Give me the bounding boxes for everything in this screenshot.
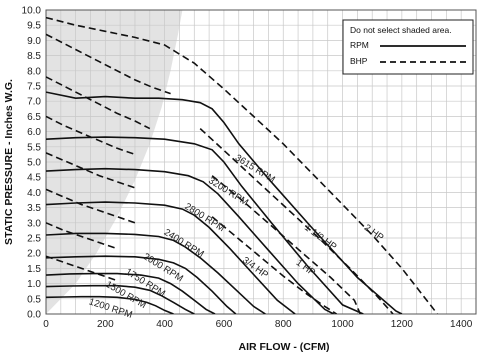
x-tick-label: 600 [216,319,233,330]
y-tick-label: 5.0 [27,158,41,169]
legend-label-rpm: RPM [350,40,369,50]
bhp-curve [46,16,439,314]
rpm-curve [46,136,364,314]
bhp-curve [211,216,338,314]
rpm-curve [46,272,216,314]
x-axis-title: AIR FLOW - (CFM) [239,341,330,353]
legend: Do not select shaded area. RPM BHP [342,19,474,75]
bhp-curve [46,188,136,224]
x-tick-label: 400 [156,319,173,330]
bhp-curve [211,175,362,314]
curve-label: 3200 RPM [206,175,250,208]
plot-frame [45,9,477,315]
rpm-curve [46,255,237,314]
curve-label: 1 HP [294,257,318,278]
x-tick-label: 1200 [391,319,414,330]
y-tick-label: 6.5 [27,112,41,123]
legend-box [342,19,474,75]
y-axis-title: STATIC PRESSURE - Inches W.G. [3,79,15,245]
y-tick-label: 7.0 [27,97,41,108]
y-tick-label: 1.5 [27,264,41,275]
x-tick-label: 1000 [331,319,354,330]
y-tick-label: 8.5 [27,51,41,62]
rpm-curve [46,167,335,314]
bhp-curve [46,222,118,250]
y-tick-label: 2.0 [27,249,41,260]
y-tick-label: 3.0 [27,218,41,229]
x-tick-label: 1400 [450,319,473,330]
y-tick-label: 1.0 [27,279,41,290]
legend-label-bhp: BHP [350,56,368,66]
y-tick-label: 4.5 [27,173,41,184]
curve-label: 1 1/2 HP [302,222,338,253]
y-tick-label: 8.0 [27,66,41,77]
legend-note: Do not select shaded area. [350,25,452,35]
bhp-curve [46,255,118,282]
y-tick-label: 0.5 [27,294,41,305]
y-tick-label: 4.0 [27,188,41,199]
curve-label: 3615 RPM [233,152,277,185]
curve-label: 2400 RPM [162,227,206,260]
bhp-curve [46,33,171,95]
rpm-curve [46,295,174,314]
curve-label: 2800 RPM [183,201,227,234]
x-tick-label: 0 [43,319,49,330]
y-tick-label: 9.5 [27,21,41,32]
rpm-curve [46,201,296,314]
bhp-curve [46,76,151,130]
curve-label: 2 HP [362,222,386,243]
y-tick-label: 5.5 [27,142,41,153]
y-tick-label: 6.0 [27,127,41,138]
y-tick-label: 10.0 [22,6,42,17]
y-tick-label: 0.0 [27,310,41,321]
x-tick-label: 200 [97,319,114,330]
bhp-curve [46,152,136,189]
x-tick-label: 800 [275,319,292,330]
y-tick-label: 2.5 [27,234,41,245]
y-tick-label: 3.5 [27,203,41,214]
bhp-curve [199,128,394,314]
y-tick-label: 9.0 [27,36,41,47]
rpm-curve [46,91,403,314]
y-tick-label: 7.5 [27,82,41,93]
rpm-curve [46,284,195,314]
rpm-curve [46,232,266,314]
